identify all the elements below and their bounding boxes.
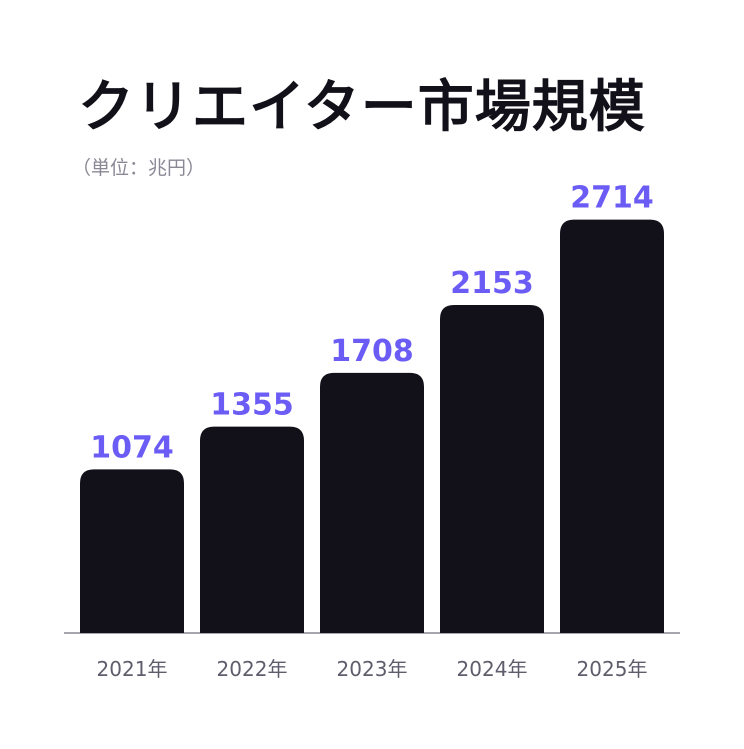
x-tick-label-1: 2021年 [97, 657, 168, 681]
x-tick-label-2: 2022年 [217, 657, 288, 681]
x-tick-label-3: 2023年 [337, 657, 408, 681]
bar-2 [200, 426, 304, 633]
value-labels-group: 1074 1355 1708 2153 2714 [90, 181, 654, 466]
value-label-1: 1074 [90, 430, 174, 465]
bars-group [80, 219, 664, 634]
x-tick-label-4: 2024年 [457, 657, 528, 681]
value-label-2: 1355 [210, 388, 294, 423]
x-tick-labels-group: 2021年 2022年 2023年 2024年 2025年 [97, 657, 648, 681]
bar-3 [320, 372, 424, 633]
bar-1 [80, 469, 184, 633]
bar-4 [440, 305, 544, 633]
value-label-4: 2153 [450, 266, 534, 301]
value-label-5: 2714 [570, 181, 654, 216]
bar-5 [560, 219, 664, 634]
chart-title: クリエイター市場規模 [78, 75, 646, 140]
chart-subtitle: （単位：兆円） [72, 157, 206, 179]
x-tick-label-5: 2025年 [577, 657, 648, 681]
value-label-3: 1708 [330, 334, 414, 369]
